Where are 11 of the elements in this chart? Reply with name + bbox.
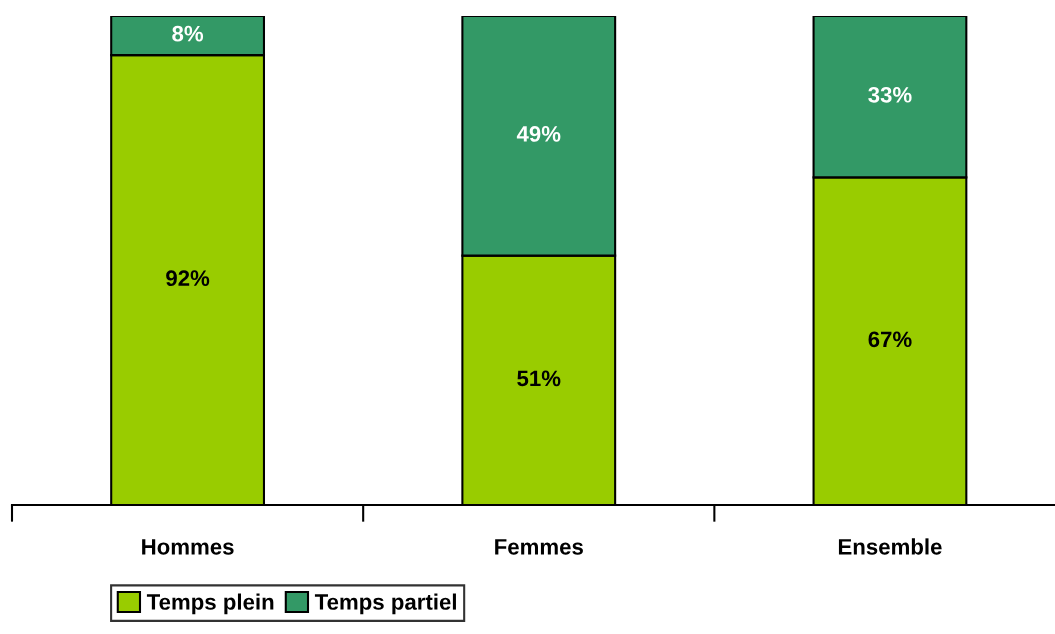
data-label: 33% (868, 86, 912, 103)
data-label: 8% (172, 25, 204, 42)
data-label: 51% (517, 370, 561, 387)
legend-label: Temps partiel (314, 593, 456, 615)
legend-label: Temps plein (146, 593, 274, 615)
data-label: 49% (516, 126, 561, 142)
data-label: 92% (166, 270, 210, 287)
x-tick-label: Femmes (495, 539, 583, 555)
x-tick-label: Hommes (142, 539, 234, 555)
data-label: 67% (868, 331, 912, 348)
x-tick-label: Ensemble (838, 538, 942, 555)
